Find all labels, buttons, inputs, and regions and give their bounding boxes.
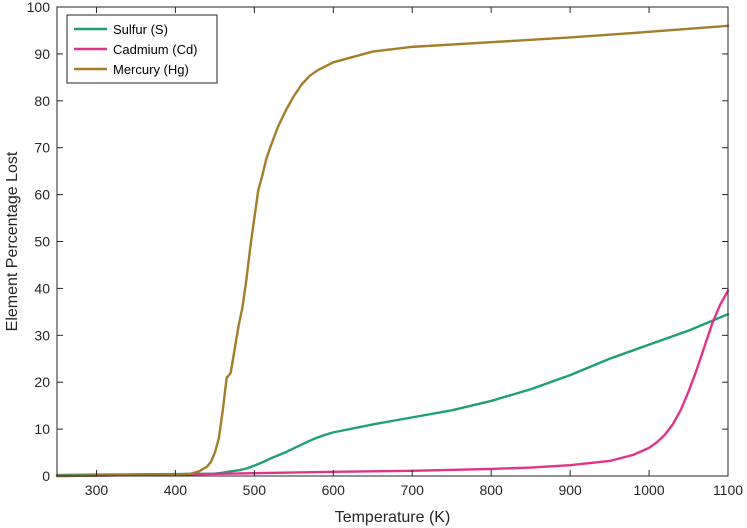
x-tick-label: 1000	[633, 482, 664, 498]
legend-label-2: Mercury (Hg)	[113, 62, 189, 77]
x-tick-label: 700	[401, 482, 425, 498]
x-tick-label: 400	[164, 482, 188, 498]
legend-label-0: Sulfur (S)	[113, 22, 168, 37]
y-tick-label: 80	[34, 93, 50, 109]
y-tick-label: 20	[34, 374, 50, 390]
y-tick-label: 50	[34, 234, 50, 250]
x-tick-label: 600	[322, 482, 346, 498]
x-tick-label: 300	[85, 482, 109, 498]
series-line-1	[55, 289, 730, 478]
y-tick-label: 90	[34, 46, 50, 62]
x-tick-label: 900	[558, 482, 582, 498]
axis-ticks: 300 400 500 600 700 800 900 1000 1100 0 10 20 30 40 50…	[27, 0, 744, 498]
x-tick-label: 500	[243, 482, 267, 498]
x-tick-label: 1100	[713, 482, 743, 498]
legend-label-1: Cadmium (Cd)	[113, 42, 198, 57]
series-line-2	[55, 24, 730, 478]
y-axis-title: Element Percentage Lost	[4, 151, 21, 331]
x-axis-title: Temperature (K)	[335, 509, 451, 526]
y-tick-label: 0	[42, 468, 50, 484]
y-tick-label: 30	[34, 327, 50, 343]
y-tick-label: 70	[34, 140, 50, 156]
y-tick-label: 100	[27, 0, 51, 15]
legend: Sulfur (S) Cadmium (Cd) Mercury (Hg)	[66, 14, 218, 84]
series-layer	[55, 24, 730, 478]
y-tick-label: 10	[34, 421, 50, 437]
y-tick-label: 60	[34, 187, 50, 203]
x-tick-label: 800	[479, 482, 503, 498]
y-tick-label: 40	[34, 280, 50, 296]
